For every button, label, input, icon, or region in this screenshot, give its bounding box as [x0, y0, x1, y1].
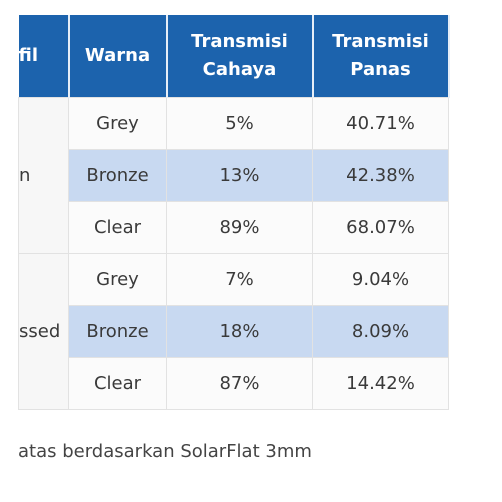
table-row: ssed Grey 7% 9.04%: [18, 253, 449, 410]
table-cell: Grey: [68, 253, 167, 306]
table-cell: 13%: [166, 149, 313, 202]
header-line: Cahaya: [202, 59, 277, 80]
table-cell: 9.04%: [312, 253, 449, 306]
table-cell: 87%: [166, 357, 313, 410]
table-cell: 8.09%: [312, 305, 449, 358]
table-cell: 7%: [166, 253, 313, 306]
header-line: Transmisi: [332, 31, 429, 52]
header-cell: Transmisi Panas: [312, 15, 450, 98]
table-cell: 18%: [166, 305, 313, 358]
table-cell: Grey: [68, 97, 167, 150]
table-row: Bronze 13% 42.38%: [19, 149, 449, 202]
table-row: Clear 89% 68.07%: [19, 201, 449, 254]
table-cell: 40.71%: [312, 97, 449, 150]
group-cell: ssed: [18, 253, 69, 410]
table-cell: 42.38%: [312, 149, 449, 202]
data-table: fil Warna Transmisi Cahaya Transmisi Panas…: [18, 15, 450, 410]
header-line: Panas: [350, 59, 411, 80]
table-row: Bronze 18% 8.09%: [19, 305, 449, 358]
caption: atas berdasarkan SolarFlat 3mm: [18, 441, 312, 462]
table-cell: 5%: [166, 97, 313, 150]
header-cell: fil: [18, 15, 70, 98]
header-cell: Warna: [68, 15, 168, 98]
table-cell: Clear: [68, 357, 167, 410]
table-cell: Bronze: [68, 305, 167, 358]
header-row: fil Warna Transmisi Cahaya Transmisi Panas: [18, 15, 450, 98]
table-row: n Grey 5% 40.71%: [18, 97, 449, 254]
table-cell: 14.42%: [312, 357, 449, 410]
table-cell: Clear: [68, 201, 167, 254]
table-cell: 68.07%: [312, 201, 449, 254]
group-cell: n: [18, 97, 69, 254]
table-cell: Bronze: [68, 149, 167, 202]
table-cell: 89%: [166, 201, 313, 254]
header-cell: Transmisi Cahaya: [166, 15, 314, 98]
table-row: Clear 87% 14.42%: [19, 357, 449, 410]
table-body: n Grey 5% 40.71% Bronze 13% 42.38% Clear 89% 68.0…: [18, 97, 449, 410]
header-line: Transmisi: [191, 31, 288, 52]
